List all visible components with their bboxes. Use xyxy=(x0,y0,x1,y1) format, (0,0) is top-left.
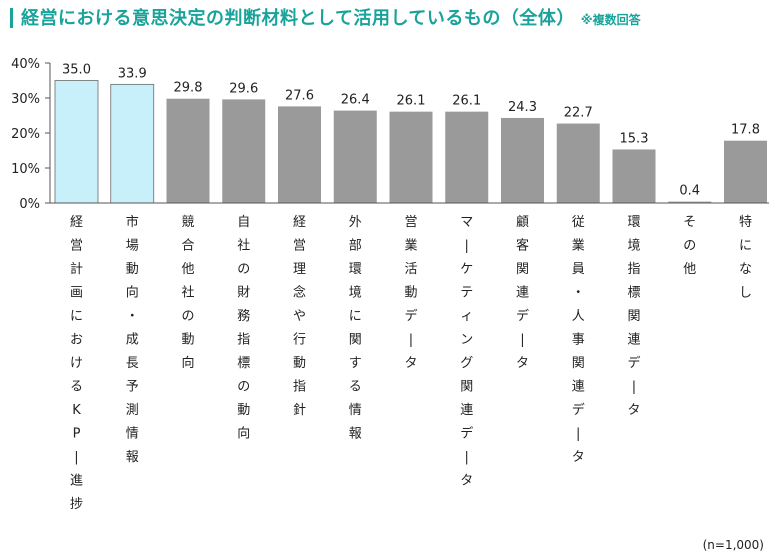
bar xyxy=(54,80,99,204)
category-label: 競合他社の動向 xyxy=(181,215,194,371)
category-label: 従業員・人事関連デ|タ xyxy=(572,215,585,465)
bar xyxy=(445,111,489,203)
category-label: 顧客関連デ|タ xyxy=(516,215,529,371)
category-label: 外部環境に関する情報 xyxy=(349,215,362,442)
sample-size-note: (n=1,000) xyxy=(702,538,764,552)
category-label: 経営計画における K P |進捗 xyxy=(70,215,83,512)
title-block: 経営における意思決定の判断材料として活用しているもの（全体） ※複数回答 xyxy=(10,4,641,32)
y-tick-label: 0% xyxy=(19,197,40,212)
data-label: 29.6 xyxy=(229,81,258,96)
y-tick-label: 30% xyxy=(11,92,40,107)
chart-subtitle: ※複数回答 xyxy=(580,13,641,27)
bar xyxy=(110,83,155,204)
data-label: 17.8 xyxy=(731,123,760,138)
category-label: その他 xyxy=(683,215,696,277)
bar-chart: 0% 10% 20% 30% 40% 35.0 33.9 29.8 29.6 27.6 26.4 26… xyxy=(11,57,769,512)
data-label: 24.3 xyxy=(508,100,537,115)
bar xyxy=(612,149,656,203)
bar xyxy=(389,111,433,203)
data-label: 26.1 xyxy=(452,94,481,109)
category-label: 特になし xyxy=(739,215,752,301)
bar xyxy=(501,117,544,203)
category-label: 市場動向・成長予測情報 xyxy=(126,214,139,465)
bar xyxy=(166,98,210,203)
data-label: 0.4 xyxy=(679,184,700,199)
bar xyxy=(222,99,266,203)
bar xyxy=(724,140,767,203)
y-tick-label: 40% xyxy=(11,57,40,72)
data-label: 22.7 xyxy=(564,106,593,121)
bar xyxy=(668,201,712,203)
data-label: 26.1 xyxy=(397,94,426,109)
data-label: 29.8 xyxy=(174,81,203,96)
data-label: 33.9 xyxy=(118,66,147,81)
y-tick-label: 10% xyxy=(11,162,40,177)
category-label: マ|ケティング関連デ|タ xyxy=(460,215,473,489)
data-label: 15.3 xyxy=(620,131,649,146)
category-label: 営業活動デ|タ xyxy=(404,215,417,371)
bar xyxy=(556,123,600,203)
data-label: 26.4 xyxy=(341,93,370,108)
title-accent-bar xyxy=(10,8,13,28)
chart-title: 経営における意思決定の判断材料として活用しているもの（全体） xyxy=(21,8,575,29)
category-label: 環境指標関連デ|タ xyxy=(627,215,640,418)
y-tick-label: 20% xyxy=(11,127,40,142)
category-label: 自社の財務指標の動向 xyxy=(237,215,250,442)
bar xyxy=(278,106,321,203)
data-label: 27.6 xyxy=(285,88,314,103)
bar xyxy=(333,110,377,203)
data-label: 35.0 xyxy=(62,63,91,78)
category-label: 経営理念や行動指針 xyxy=(293,215,306,418)
